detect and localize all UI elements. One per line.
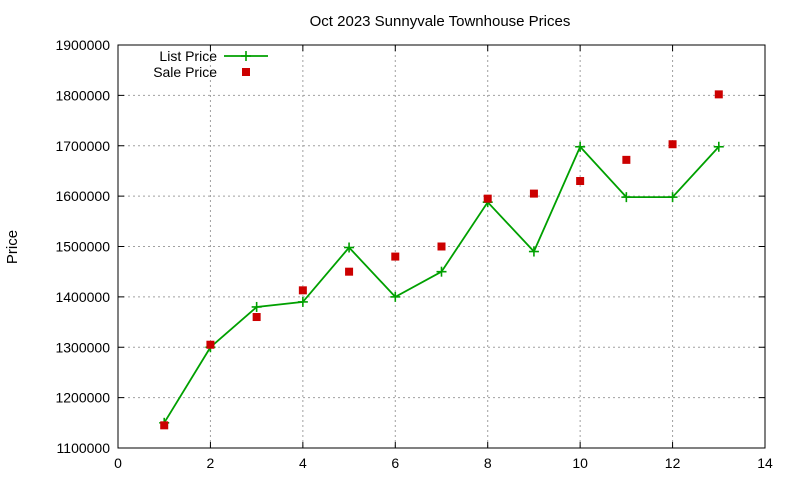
grid-lines [118, 45, 765, 448]
data-point [436, 266, 447, 277]
y-tick-label: 1700000 [55, 138, 110, 154]
data-point [622, 155, 631, 164]
data-point [621, 192, 632, 203]
y-tick-label: 1800000 [55, 87, 110, 103]
axis-ticks: 0 2 4 6 8 10 12 14 1100000 1200000 1300000 1400000 1… [55, 37, 773, 471]
data-point [297, 296, 308, 307]
data-point [576, 177, 585, 186]
data-point [667, 192, 678, 203]
data-point [344, 242, 355, 253]
data-point [528, 246, 539, 257]
y-tick-label: 1900000 [55, 37, 110, 53]
plot-frame [117, 44, 766, 449]
data-point [252, 313, 261, 322]
series-layer [159, 90, 724, 430]
x-tick-label: 0 [114, 455, 122, 471]
x-tick-label: 10 [572, 455, 588, 471]
x-tick-label: 2 [207, 455, 215, 471]
y-tick-label: 1200000 [55, 390, 110, 406]
series-sale-price [160, 90, 723, 430]
y-axis-label: Price [4, 230, 21, 264]
y-tick-label: 1600000 [55, 188, 110, 204]
data-point [298, 286, 307, 295]
chart-title: Oct 2023 Sunnyvale Townhouse Prices [310, 13, 571, 30]
x-tick-label: 6 [391, 455, 399, 471]
data-point [390, 291, 401, 302]
x-tick-label: 8 [484, 455, 492, 471]
series-line [163, 145, 720, 424]
data-point [483, 194, 492, 203]
x-tick-label: 4 [299, 455, 307, 471]
legend-label: Sale Price [153, 64, 217, 80]
x-tick-label: 12 [665, 455, 681, 471]
series-list-price [159, 141, 724, 428]
data-point [575, 141, 586, 152]
y-tick-label: 1400000 [55, 289, 110, 305]
y-tick-label: 1100000 [57, 440, 111, 456]
legend-marker [241, 51, 251, 61]
data-point [160, 421, 169, 430]
data-point [529, 189, 538, 198]
data-point [437, 242, 446, 251]
legend-label: List Price [159, 48, 217, 64]
data-point [713, 141, 724, 152]
data-point [668, 140, 677, 149]
legend-marker [242, 68, 250, 76]
y-tick-label: 1500000 [55, 239, 110, 255]
y-tick-label: 1300000 [55, 339, 110, 355]
data-point [251, 301, 262, 312]
x-tick-label: 14 [757, 455, 773, 471]
data-point [391, 252, 400, 261]
data-point [714, 90, 723, 99]
data-point [206, 340, 215, 349]
data-point [345, 267, 354, 276]
